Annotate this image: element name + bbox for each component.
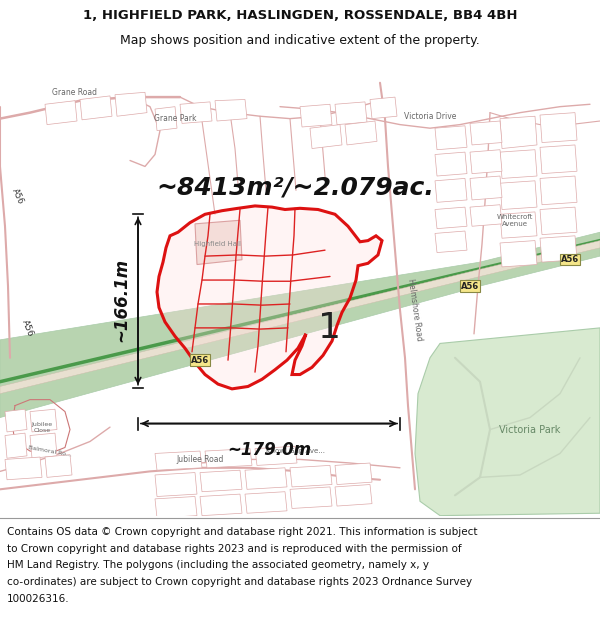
Polygon shape [290,487,332,509]
Polygon shape [335,102,367,124]
Polygon shape [30,409,57,432]
Polygon shape [540,236,577,262]
Polygon shape [0,241,600,394]
Polygon shape [215,99,247,121]
Polygon shape [500,116,537,149]
Polygon shape [45,101,77,124]
Polygon shape [5,457,42,480]
Text: A56: A56 [10,187,26,206]
Text: to Crown copyright and database rights 2023 and is reproduced with the permissio: to Crown copyright and database rights 2… [7,544,462,554]
Text: Jubilee Road: Jubilee Road [176,455,224,464]
Polygon shape [0,232,600,418]
Polygon shape [155,472,197,496]
Text: Jubilee
Close: Jubilee Close [31,422,53,432]
Polygon shape [500,181,537,209]
Polygon shape [5,433,27,458]
Text: Highfield Hall: Highfield Hall [194,241,241,247]
Polygon shape [415,328,600,516]
Text: Grane Road: Grane Road [53,88,97,97]
Polygon shape [540,145,577,174]
Polygon shape [155,107,177,131]
Text: Helmshore Road: Helmshore Road [406,278,424,342]
Text: HM Land Registry. The polygons (including the associated geometry, namely x, y: HM Land Registry. The polygons (includin… [7,561,429,571]
Text: 100026316.: 100026316. [7,594,70,604]
Polygon shape [500,150,537,178]
Polygon shape [540,207,577,234]
Text: Contains OS data © Crown copyright and database right 2021. This information is : Contains OS data © Crown copyright and d… [7,526,478,536]
Text: A56: A56 [20,318,35,338]
Text: ~166.1m: ~166.1m [112,258,130,343]
Text: Balmoral Ro...: Balmoral Ro... [28,445,72,458]
Polygon shape [470,176,502,200]
Text: A56: A56 [191,356,209,364]
Text: Victoria Park: Victoria Park [499,424,560,434]
Polygon shape [435,126,467,150]
Polygon shape [500,241,537,267]
Polygon shape [255,446,297,466]
Polygon shape [5,409,27,432]
Polygon shape [45,454,72,478]
Polygon shape [435,178,467,202]
Polygon shape [115,92,147,116]
Text: co-ordinates) are subject to Crown copyright and database rights 2023 Ordnance S: co-ordinates) are subject to Crown copyr… [7,578,472,587]
Text: A56: A56 [461,281,479,291]
Polygon shape [245,492,287,513]
Polygon shape [470,121,502,145]
Polygon shape [335,463,372,484]
Text: 1, HIGHFIELD PARK, HASLINGDEN, ROSSENDALE, BB4 4BH: 1, HIGHFIELD PARK, HASLINGDEN, ROSSENDAL… [83,9,517,22]
Polygon shape [245,468,287,489]
Text: Whitecroft
Avenue: Whitecroft Avenue [497,214,533,227]
Text: Map shows position and indicative extent of the property.: Map shows position and indicative extent… [120,34,480,47]
Polygon shape [290,466,332,487]
Polygon shape [335,484,372,506]
Text: ~8413m²/~2.079ac.: ~8413m²/~2.079ac. [156,176,434,200]
Polygon shape [435,231,467,253]
Polygon shape [180,102,212,123]
Text: 1: 1 [319,311,341,345]
Polygon shape [345,121,377,145]
Polygon shape [80,96,112,120]
Text: Grane Park: Grane Park [154,114,196,123]
Polygon shape [540,112,577,142]
Polygon shape [30,433,57,458]
Polygon shape [310,124,342,149]
Polygon shape [470,150,502,174]
Text: Victoria Drive: Victoria Drive [404,112,456,121]
Polygon shape [300,104,332,127]
Polygon shape [155,496,197,518]
Text: Knowl Gap Ave...: Knowl Gap Ave... [265,448,325,454]
Polygon shape [370,97,397,119]
Polygon shape [205,449,252,468]
Polygon shape [500,212,537,238]
Text: A56: A56 [561,255,579,264]
Polygon shape [435,207,467,229]
Polygon shape [470,205,502,226]
Polygon shape [435,152,467,176]
Polygon shape [200,470,242,492]
Polygon shape [157,206,382,389]
Polygon shape [200,494,242,516]
Polygon shape [155,451,202,470]
Polygon shape [195,220,242,264]
Text: ~179.0m: ~179.0m [227,441,311,459]
Polygon shape [540,176,577,205]
